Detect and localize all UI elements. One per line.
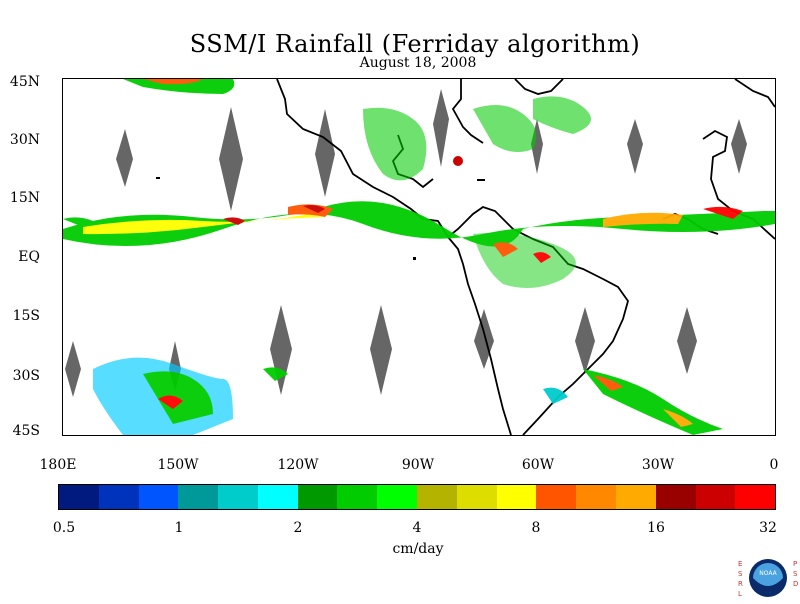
colorbar-segment [735, 485, 776, 509]
colorbar-segment [377, 485, 418, 509]
logo-badge-text: NOAA [759, 570, 777, 577]
colorbar-segment [456, 485, 497, 509]
chart-date: August 18, 2008 [359, 55, 477, 71]
lon-label-180e: 180E [39, 457, 77, 473]
storm-marker [453, 156, 463, 166]
colorbar-segment [337, 485, 378, 509]
colorbar-segment [655, 485, 696, 509]
colorbar-segment [59, 485, 99, 509]
colorbar-label-16: 16 [647, 520, 665, 536]
colorbar-segment [218, 485, 258, 509]
lon-label-90w: 90W [401, 457, 435, 473]
colorbar-label-8: 8 [531, 520, 541, 536]
logo-right-letter-p: P [793, 560, 797, 568]
colorbar-label-4: 4 [412, 520, 422, 536]
esrl-psd-noaa-logo: E S R L P S D NOAA [736, 558, 800, 600]
lat-label-eq: EQ [18, 249, 40, 265]
logo-right-letter-s: S [793, 570, 798, 578]
colorbar-segment [417, 485, 457, 509]
colorbar-segment [138, 485, 179, 509]
colorbar-label-1: 1 [174, 520, 184, 536]
lat-label-15s: 15S [12, 308, 40, 324]
colorbar-segment [576, 485, 616, 509]
lat-label-15n: 15N [9, 190, 40, 206]
noaa-logo-icon: E S R L P S D NOAA [738, 559, 798, 598]
colorbar-segment [695, 485, 736, 509]
lon-label-150w: 150W [157, 457, 199, 473]
lon-label-0: 0 [769, 457, 779, 473]
colorbar [58, 484, 776, 510]
islands [156, 177, 485, 260]
colorbar-segment [615, 485, 656, 509]
colorbar-segment [297, 485, 338, 509]
lat-label-30s: 30S [12, 368, 40, 384]
lat-label-45s: 45S [12, 423, 40, 439]
rainfall-map [62, 78, 776, 436]
colorbar-segment [98, 485, 139, 509]
lat-label-45n: 45N [9, 74, 40, 90]
logo-left-letter-s: S [738, 570, 743, 578]
logo-left-letter-e: E [738, 560, 742, 568]
colorbar-unit: cm/day [392, 541, 444, 557]
lon-label-60w: 60W [521, 457, 555, 473]
logo-right-letter-d: D [793, 580, 798, 588]
chart-title: SSM/I Rainfall (Ferriday algorithm) [189, 30, 641, 58]
colorbar-segment [257, 485, 298, 509]
colorbar-segment [496, 485, 537, 509]
rainfall-map-canvas [63, 79, 775, 435]
logo-left-letter-r: R [738, 580, 743, 588]
colorbar-label-32: 32 [759, 520, 777, 536]
lat-label-30n: 30N [9, 132, 40, 148]
logo-left-letter-l: L [738, 590, 742, 598]
rain-bands [63, 79, 775, 435]
colorbar-label-2: 2 [293, 520, 303, 536]
colorbar-segment [536, 485, 577, 509]
lon-label-30w: 30W [641, 457, 675, 473]
lon-label-120w: 120W [277, 457, 319, 473]
colorbar-segment [178, 485, 219, 509]
colorbar-label-0-5: 0.5 [52, 520, 76, 536]
